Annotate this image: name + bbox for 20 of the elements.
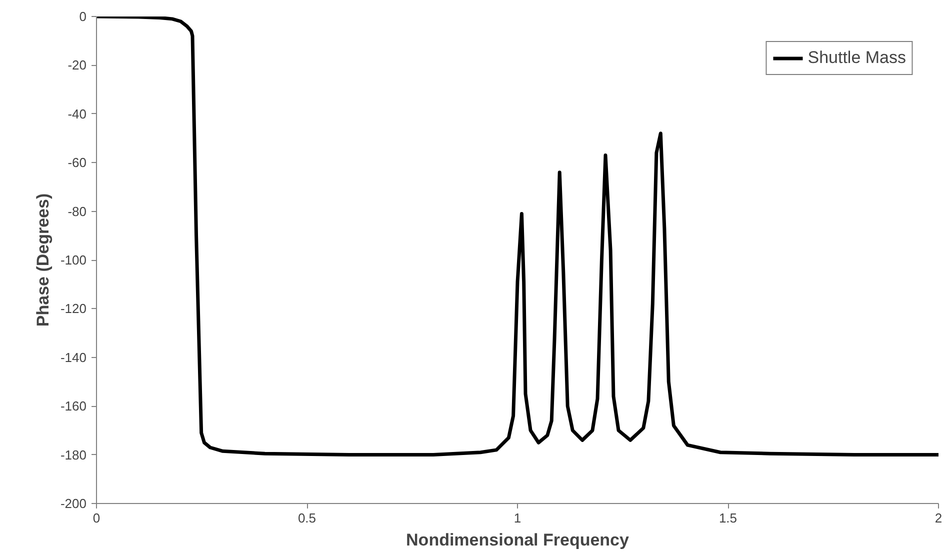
x-tick-label: 1 bbox=[514, 510, 522, 526]
x-axis-title: Nondimensional Frequency bbox=[406, 530, 630, 550]
line-series bbox=[96, 16, 938, 457]
legend-label: Shuttle Mass bbox=[808, 48, 906, 68]
y-tick-label: -60 bbox=[68, 155, 87, 170]
y-tick-label: 0 bbox=[79, 9, 87, 24]
x-tick-label: 1.5 bbox=[718, 510, 738, 526]
x-tick-label: 2 bbox=[934, 510, 942, 526]
y-tick-label: -20 bbox=[68, 58, 87, 73]
x-tick-label: 0.5 bbox=[298, 510, 316, 526]
y-tick-label: -100 bbox=[60, 252, 87, 268]
x-tick-label: 0 bbox=[92, 510, 100, 526]
y-tick-label: -140 bbox=[60, 350, 87, 365]
y-tick-label: -40 bbox=[68, 106, 87, 122]
y-tick-label: -180 bbox=[60, 447, 87, 462]
y-tick-label: -120 bbox=[60, 301, 87, 316]
y-tick-label: -80 bbox=[68, 204, 87, 219]
y-tick-label: -160 bbox=[60, 398, 87, 414]
y-tick-label: -200 bbox=[60, 496, 87, 511]
y-axis-title: Phase (Degrees) bbox=[33, 193, 52, 327]
